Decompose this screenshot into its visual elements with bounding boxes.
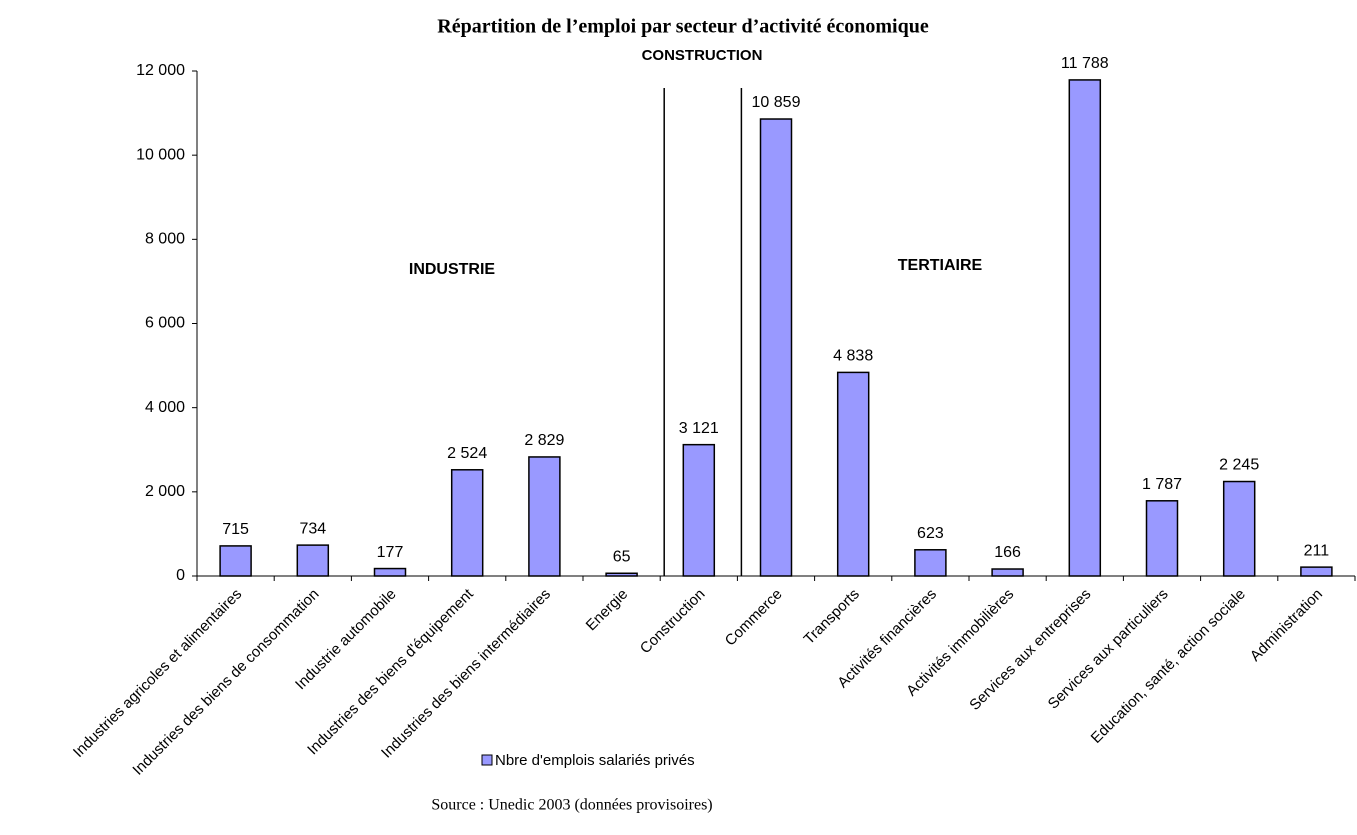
annotation: CONSTRUCTION [642, 47, 763, 64]
value-label: 623 [917, 525, 944, 542]
chart-title: Répartition de l’emploi par secteur d’ac… [437, 16, 929, 38]
value-label: 10 859 [752, 94, 801, 111]
bar [296, 544, 330, 577]
value-label: 65 [613, 548, 631, 565]
legend-swatch [481, 754, 493, 766]
bar [1068, 79, 1102, 577]
value-label: 2 829 [524, 432, 564, 449]
y-tick-label: 8 000 [145, 231, 185, 248]
value-label: 2 524 [447, 445, 487, 462]
x-tick-label: Industries des biens intermédiaires [378, 586, 554, 762]
x-tick-label: Industries agricoles et alimentaires [70, 586, 245, 761]
value-label: 211 [1304, 542, 1330, 559]
bar [991, 568, 1024, 577]
source: Source : Unedic 2003 (données provisoire… [431, 797, 712, 814]
value-label: 3 121 [679, 420, 719, 437]
value-label: 4 838 [833, 348, 873, 365]
bar [528, 456, 561, 577]
bar [605, 572, 638, 577]
x-tick-label: Transports [801, 586, 863, 648]
value-label: 2 245 [1219, 457, 1259, 474]
x-tick-label: Energie [583, 586, 632, 635]
legend-label: Nbre d'emplois salariés privés [495, 752, 695, 769]
y-tick-label: 10 000 [136, 146, 185, 163]
value-label: 734 [299, 520, 326, 537]
x-tick-label: Administration [1247, 586, 1326, 665]
value-label: 177 [377, 544, 404, 561]
bar [836, 371, 870, 577]
bar [1222, 480, 1256, 577]
value-label: 715 [222, 521, 249, 538]
bar [759, 118, 793, 577]
bar [373, 567, 407, 577]
bar [1145, 500, 1179, 577]
bar [1300, 566, 1333, 577]
value-label: 1 787 [1142, 476, 1182, 493]
y-tick-label: 12 000 [136, 62, 185, 79]
x-tick-label: Construction [637, 586, 709, 658]
x-tick-label: Commerce [722, 586, 786, 650]
value-label: 11 788 [1061, 55, 1109, 72]
y-tick-label: 6 000 [145, 315, 185, 332]
annotation: TERTIAIRE [898, 257, 983, 274]
y-tick-label: 4 000 [145, 399, 185, 416]
annotation: INDUSTRIE [409, 261, 496, 278]
bar [450, 469, 484, 577]
value-label: 166 [994, 544, 1021, 561]
y-tick-label: 0 [176, 567, 185, 584]
bar [682, 443, 716, 577]
y-tick-label: 2 000 [145, 483, 185, 500]
x-tick-label: Education, santé, action sociale [1088, 586, 1249, 747]
x-tick-label: Industries des biens d'équipement [304, 585, 477, 758]
bar [219, 545, 252, 577]
bar [914, 549, 947, 577]
